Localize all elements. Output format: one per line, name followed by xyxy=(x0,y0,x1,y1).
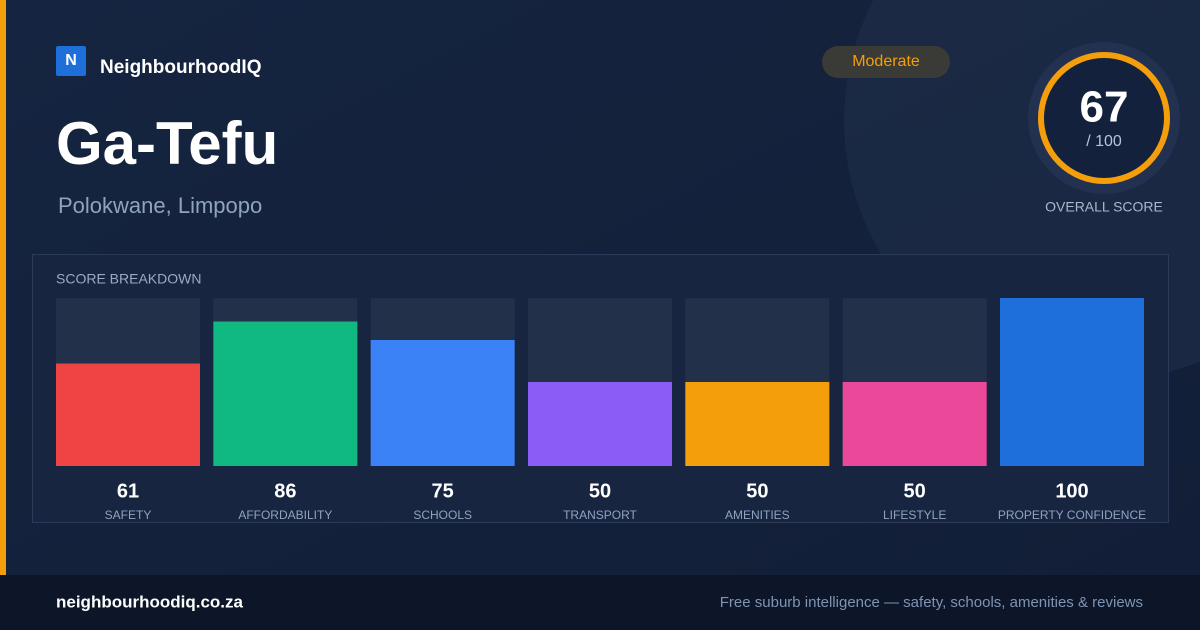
bar xyxy=(56,363,200,466)
value-label: 61 xyxy=(117,480,139,502)
overall-caption: OVERALL SCORE xyxy=(1045,199,1163,215)
footer-site: neighbourhoodiq.co.za xyxy=(56,592,244,611)
chart-title: SCORE BREAKDOWN xyxy=(56,271,201,287)
suburb-title: Ga-Tefu xyxy=(56,110,278,177)
category-label: AMENITIES xyxy=(725,508,790,522)
value-label: 50 xyxy=(589,480,611,502)
bar xyxy=(213,321,358,466)
value-label: 75 xyxy=(432,480,454,502)
value-label: 50 xyxy=(746,480,768,502)
footer-tagline: Free suburb intelligence — safety, schoo… xyxy=(720,594,1143,611)
badge-text: Moderate xyxy=(852,53,920,70)
logo xyxy=(56,46,86,76)
category-label: PROPERTY CONFIDENCE xyxy=(998,508,1146,522)
bar xyxy=(370,340,515,466)
accent-stripe xyxy=(0,0,6,575)
brand-name: NeighbourhoodIQ xyxy=(100,57,261,78)
category-label: AFFORDABILITY xyxy=(238,508,332,522)
score-ring xyxy=(1038,52,1170,184)
bar xyxy=(1000,298,1144,466)
category-label: LIFESTYLE xyxy=(883,508,946,522)
footer xyxy=(0,575,1200,630)
overall-score: 67 xyxy=(1080,83,1129,132)
value-label: 100 xyxy=(1055,480,1088,502)
category-label: SAFETY xyxy=(105,508,152,522)
category-label: SCHOOLS xyxy=(413,508,472,522)
bars: 61 SAFETY 86 AFFORDABILITY 75 SCHOOLS 50 TRANSP… xyxy=(56,298,1146,522)
value-label: 86 xyxy=(274,480,296,502)
logo-letter: N xyxy=(65,52,77,69)
bar xyxy=(528,382,672,466)
bar xyxy=(685,382,830,466)
badge xyxy=(822,46,950,78)
overall-max: / 100 xyxy=(1086,133,1122,150)
location: Polokwane, Limpopo xyxy=(58,193,262,218)
value-label: 50 xyxy=(904,480,926,502)
category-label: TRANSPORT xyxy=(563,508,637,522)
bar xyxy=(842,382,987,466)
